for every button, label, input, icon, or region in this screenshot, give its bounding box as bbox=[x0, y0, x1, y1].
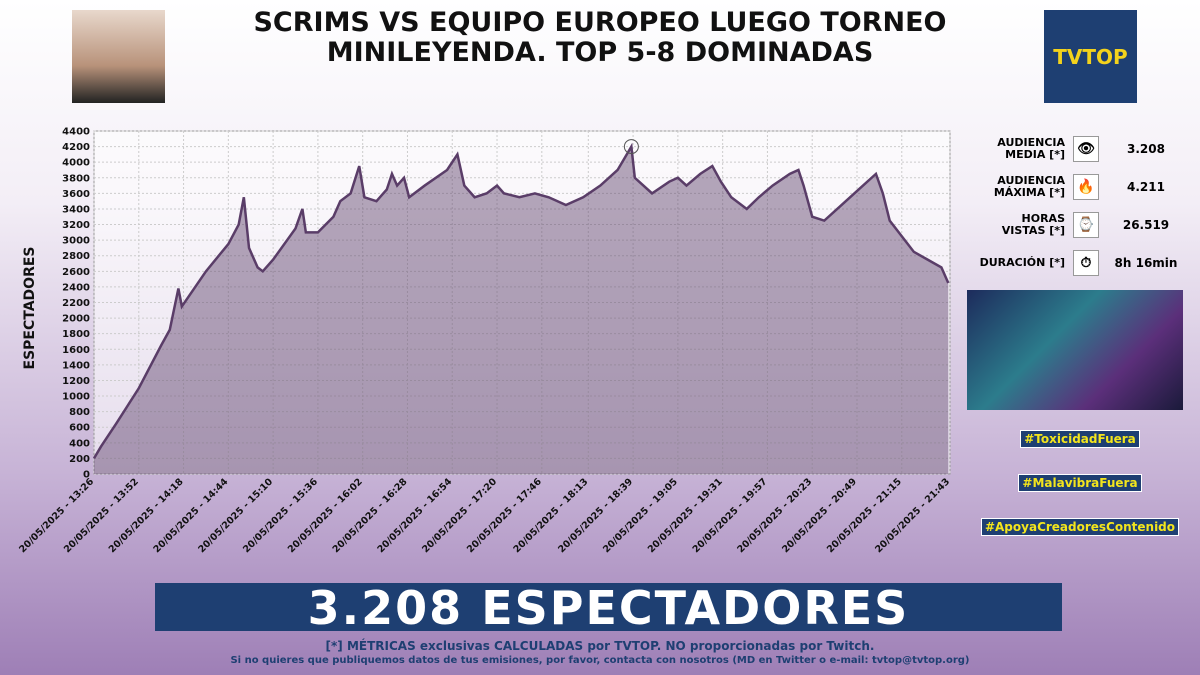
stat-row: AUDIENCIA MEDIA [*] 👁 3.208 bbox=[975, 133, 1185, 165]
line bbox=[92, 142, 950, 460]
streamer-photo bbox=[72, 10, 165, 103]
y-tick-label: 3200 bbox=[62, 220, 90, 231]
stat-label: HORAS VISTAS [*] bbox=[1001, 212, 1065, 237]
stat-icon: ⌚ bbox=[1073, 212, 1099, 238]
stat-label: AUDIENCIA MÁXIMA [*] bbox=[993, 174, 1065, 199]
y-tick-label: 600 bbox=[69, 423, 90, 434]
stat-value: 8h 16min bbox=[1114, 256, 1178, 270]
y-tick-label: 2800 bbox=[62, 251, 90, 262]
footer-note: [*] MÉTRICAS exclusivas CALCULADAS por T… bbox=[325, 639, 875, 653]
y-tick-label: 3800 bbox=[62, 173, 90, 184]
y-tick-label: 0 bbox=[83, 470, 90, 481]
stat-label: AUDIENCIA MEDIA [*] bbox=[997, 136, 1065, 161]
title-line: SCRIMS VS EQUIPO EUROPEO LUEGO TORNEO bbox=[253, 7, 947, 38]
banner: 3.208 ESPECTADORES bbox=[155, 583, 1062, 633]
chart: ESPECTADORES 0 200 400 600 800 1000 1200 1400 16… bbox=[17, 127, 952, 556]
y-tick-label: 1800 bbox=[62, 329, 90, 340]
y-tick-label: 2000 bbox=[62, 314, 90, 325]
hashtag: #MalavibraFuera bbox=[1018, 474, 1142, 492]
stat-row: DURACIÓN [*] ⏱ 8h 16min bbox=[975, 247, 1185, 279]
logo: TVTOP bbox=[1044, 10, 1137, 103]
y-tick-label: 2400 bbox=[62, 282, 90, 293]
y-tick-label: 1400 bbox=[62, 360, 90, 371]
y-tick-label: 1200 bbox=[62, 376, 90, 387]
stream-screenshot bbox=[967, 290, 1183, 410]
y-tick-label: 3000 bbox=[62, 236, 90, 247]
x-tick-label: 20/05/2025 - 16:02 bbox=[286, 476, 365, 555]
x-tick-label: 20/05/2025 - 15:36 bbox=[241, 476, 320, 555]
title-line: MINILEYENDA. TOP 5-8 DOMINADAS bbox=[326, 37, 874, 68]
x-tick-label: 20/05/2025 - 13:52 bbox=[62, 476, 141, 555]
y-tick-label: 200 bbox=[69, 454, 90, 465]
hashtag-row: #MalavibraFuera bbox=[960, 472, 1200, 492]
hashtag: #ApoyaCreadoresContenido bbox=[980, 518, 1180, 536]
x-tick-label: 20/05/2025 - 17:20 bbox=[420, 476, 499, 555]
y-tick-label: 4000 bbox=[62, 158, 90, 169]
hashtag-row: #ToxicidadFuera bbox=[960, 428, 1200, 448]
x-tick-label: 20/05/2025 - 17:46 bbox=[465, 476, 544, 555]
y-tick-label: 3400 bbox=[62, 204, 90, 215]
x-tick-label: 20/05/2025 - 16:54 bbox=[375, 476, 454, 555]
y-tick-label: 800 bbox=[69, 407, 90, 418]
stat-value: 26.519 bbox=[1122, 218, 1170, 232]
y-tick-label: 2600 bbox=[62, 267, 90, 278]
area bbox=[94, 146, 949, 474]
stat-value: 3.208 bbox=[1127, 142, 1165, 156]
stat-label: DURACIÓN [*] bbox=[979, 256, 1065, 269]
y-tick-label: 3600 bbox=[62, 189, 90, 200]
hashtag-row: #ApoyaCreadoresContenido bbox=[960, 516, 1200, 536]
peak-marker bbox=[623, 139, 639, 155]
stat-row: HORAS VISTAS [*] ⌚ 26.519 bbox=[975, 209, 1185, 241]
y-tick-label: 4400 bbox=[62, 127, 90, 138]
stat-row: AUDIENCIA MÁXIMA [*] 🔥 4.211 bbox=[975, 171, 1185, 203]
stat-icon: ⏱ bbox=[1073, 250, 1099, 276]
y-tick-label: 4200 bbox=[62, 142, 90, 153]
y-tick-label: 1600 bbox=[62, 345, 90, 356]
y-axis-label: ESPECTADORES bbox=[22, 247, 38, 370]
x-tick-label: 20/05/2025 - 19:05 bbox=[601, 476, 680, 555]
title: SCRIMS VS EQUIPO EUROPEO LUEGO TORNEO MI… bbox=[200, 8, 1000, 68]
stat-icon: 👁 bbox=[1073, 136, 1099, 162]
x-tick-label: 20/05/2025 - 14:18 bbox=[107, 476, 186, 555]
stat-value: 4.211 bbox=[1127, 180, 1165, 194]
y-tick-label: 400 bbox=[69, 438, 90, 449]
x-tick-label: 20/05/2025 - 14:44 bbox=[152, 476, 231, 555]
x-tick-label: 20/05/2025 - 19:31 bbox=[646, 476, 725, 555]
y-tick-label: 1000 bbox=[62, 392, 90, 403]
x-tick-label: 20/05/2025 - 16:28 bbox=[331, 476, 410, 555]
y-tick-label: 2200 bbox=[62, 298, 90, 309]
x-tick-label: 20/05/2025 - 19:57 bbox=[691, 476, 770, 555]
footer-contact: Si no quieres que publiquemos datos de t… bbox=[230, 655, 970, 666]
x-tick-label: 20/05/2025 - 20:23 bbox=[735, 476, 814, 555]
hashtag: #ToxicidadFuera bbox=[1020, 430, 1140, 448]
stat-icon: 🔥 bbox=[1073, 174, 1099, 200]
x-tick-label: 20/05/2025 - 13:26 bbox=[17, 476, 96, 555]
x-tick-label: 20/05/2025 - 15:10 bbox=[196, 476, 275, 555]
x-tick-label: 20/05/2025 - 18:39 bbox=[556, 476, 635, 555]
x-tick-label: 20/05/2025 - 20:49 bbox=[780, 476, 859, 555]
